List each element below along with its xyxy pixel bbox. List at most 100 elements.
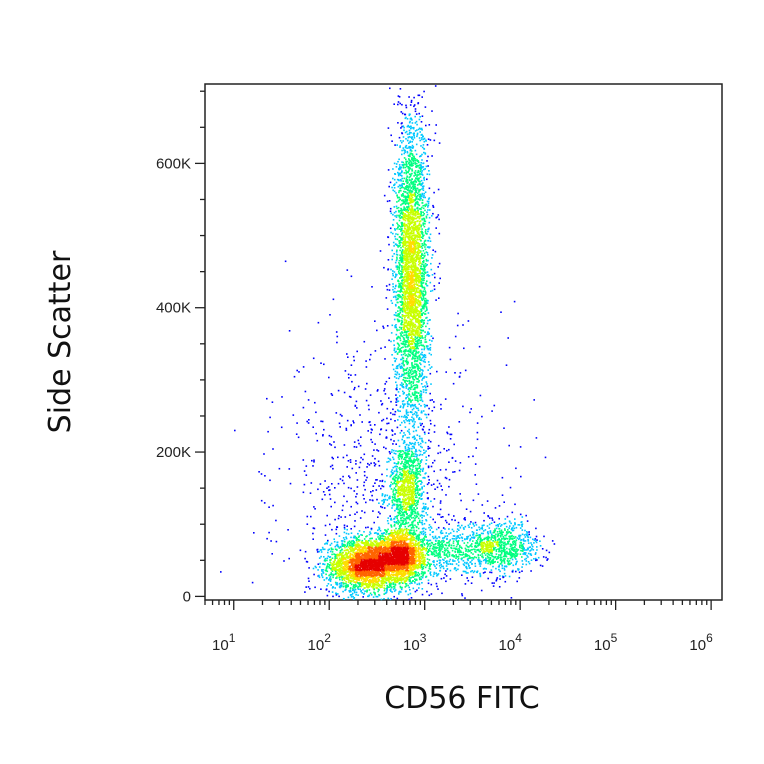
- data-point: [398, 455, 401, 458]
- data-point: [414, 571, 416, 573]
- data-point: [412, 559, 414, 562]
- data-point: [404, 477, 407, 479]
- data-point: [370, 581, 372, 584]
- data-point: [400, 565, 402, 567]
- data-point: [384, 577, 386, 579]
- data-point: [414, 503, 416, 505]
- data-point: [398, 452, 401, 455]
- data-point: [367, 569, 370, 571]
- data-point: [386, 530, 388, 532]
- data-point: [372, 572, 375, 575]
- data-point: [355, 577, 357, 579]
- data-point: [413, 558, 416, 560]
- data-point: [412, 558, 414, 561]
- data-point: [397, 522, 399, 524]
- data-point: [336, 569, 338, 571]
- data-point: [408, 569, 411, 572]
- data-point: [404, 502, 407, 505]
- data-point: [397, 456, 400, 459]
- data-point: [304, 557, 306, 560]
- data-point: [368, 533, 371, 536]
- data-point: [420, 514, 423, 516]
- data-point: [352, 562, 354, 564]
- data-point: [355, 551, 358, 553]
- data-point: [400, 517, 402, 519]
- data-point: [351, 563, 353, 565]
- data-point: [393, 529, 396, 532]
- data-point: [398, 512, 400, 514]
- data-point: [389, 589, 391, 591]
- data-point: [379, 433, 381, 436]
- data-point: [376, 556, 379, 558]
- data-point: [412, 513, 414, 515]
- data-point: [404, 508, 406, 510]
- data-point: [408, 532, 411, 535]
- data-point: [397, 514, 400, 517]
- data-point: [414, 581, 416, 583]
- data-point: [323, 548, 326, 551]
- data-point: [388, 563, 390, 566]
- data-point: [410, 577, 412, 579]
- data-point: [395, 527, 397, 530]
- data-point: [399, 570, 402, 572]
- data-point: [414, 551, 417, 553]
- data-point: [427, 561, 429, 564]
- data-point: [378, 594, 381, 597]
- data-point: [351, 577, 353, 579]
- data-point: [369, 560, 371, 563]
- data-point: [412, 536, 415, 538]
- data-point: [415, 449, 417, 452]
- data-point: [372, 555, 374, 557]
- data-point: [347, 549, 349, 552]
- data-point: [341, 576, 344, 578]
- data-point: [306, 561, 309, 563]
- data-point: [397, 454, 400, 457]
- data-point: [339, 551, 341, 554]
- data-point: [349, 577, 352, 579]
- data-point: [407, 551, 409, 554]
- data-point: [368, 576, 370, 578]
- data-point: [346, 553, 348, 556]
- data-point: [417, 527, 420, 530]
- data-point: [374, 561, 376, 564]
- data-point: [349, 582, 352, 584]
- data-point: [380, 582, 383, 584]
- data-point: [348, 561, 350, 564]
- data-point: [397, 553, 399, 555]
- data-point: [407, 517, 410, 519]
- data-point: [396, 515, 399, 517]
- data-point: [411, 582, 413, 584]
- data-point: [407, 532, 409, 534]
- data-point: [396, 565, 399, 568]
- data-point: [365, 572, 367, 574]
- data-point: [339, 565, 341, 567]
- data-point: [357, 579, 360, 581]
- data-point: [339, 560, 341, 562]
- data-point: [365, 547, 367, 549]
- data-point: [329, 550, 332, 553]
- data-point: [410, 476, 412, 479]
- data-point: [388, 579, 390, 581]
- data-point: [425, 459, 428, 461]
- data-point: [365, 552, 368, 554]
- data-point: [339, 545, 342, 548]
- data-point: [387, 570, 390, 573]
- data-point: [411, 508, 413, 511]
- data-point: [352, 560, 354, 562]
- data-point: [412, 524, 414, 527]
- data-point: [356, 570, 359, 572]
- data-point: [345, 572, 347, 575]
- data-point: [334, 555, 336, 558]
- data-point: [338, 565, 340, 567]
- data-point: [372, 574, 374, 576]
- data-point: [416, 503, 419, 506]
- data-point: [396, 503, 399, 506]
- data-point: [367, 550, 369, 553]
- data-point: [405, 552, 407, 555]
- data-point: [409, 487, 411, 489]
- data-point: [406, 465, 409, 468]
- data-point: [403, 580, 406, 582]
- data-point: [409, 456, 411, 458]
- data-point: [395, 498, 398, 501]
- data-point: [402, 546, 404, 548]
